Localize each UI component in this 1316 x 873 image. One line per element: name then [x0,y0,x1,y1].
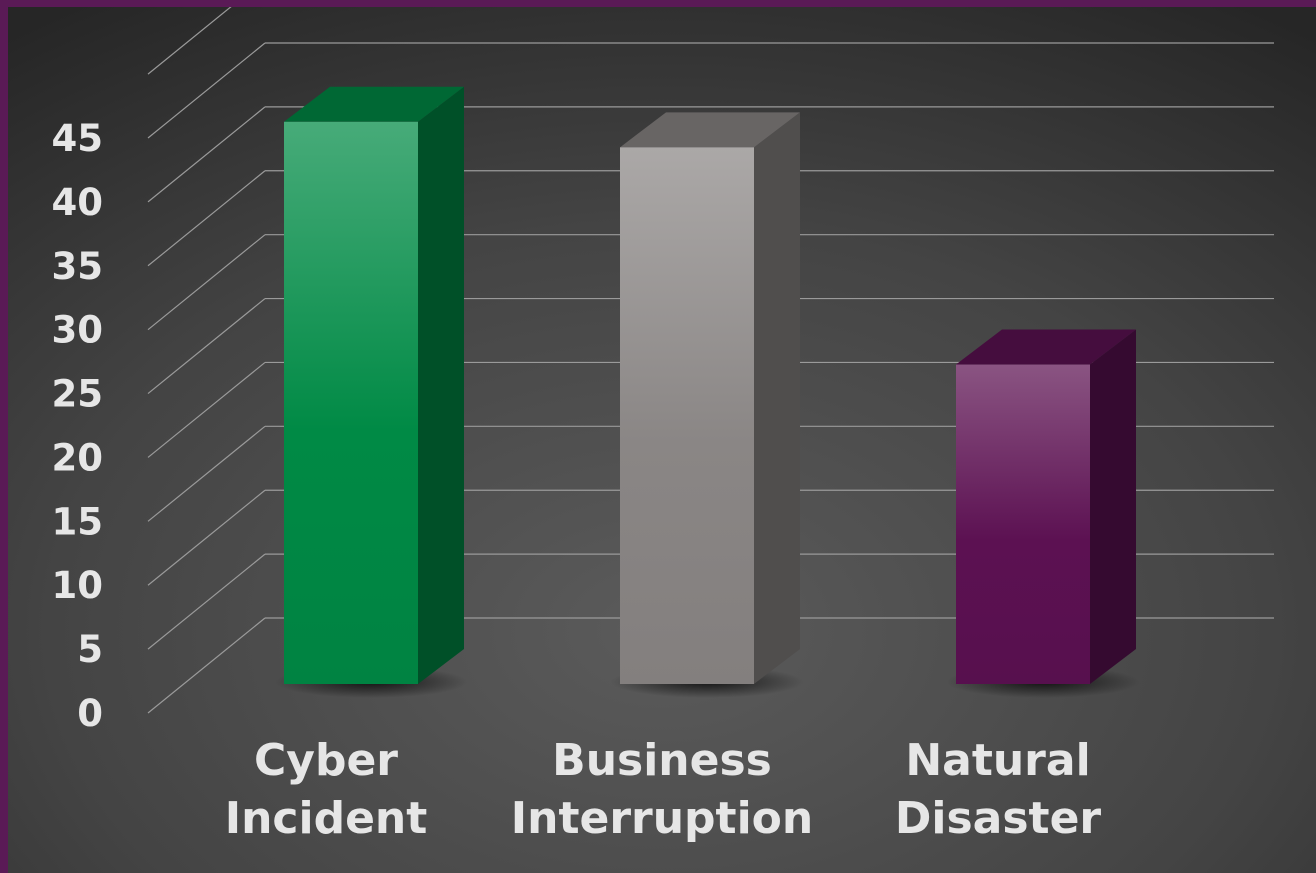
y-axis-ticks: 0 5 10 15 20 25 30 35 40 45 [52,117,104,735]
y-tick-label: 40 [52,181,104,224]
y-tick-label: 35 [52,245,104,288]
gridline-side [147,425,266,522]
y-tick-label: 15 [52,500,104,543]
bar-side [754,112,800,685]
bars [274,86,1140,698]
bar-top [620,112,800,148]
y-tick-label: 20 [52,436,104,479]
y-tick-label: 10 [52,564,104,607]
gridline-side [147,489,266,586]
gridline-side [147,234,266,331]
gridline-side [147,361,266,458]
gridline-side [147,106,266,203]
y-tick-label: 0 [77,692,103,735]
chart-area: 0 5 10 15 20 25 30 35 40 45 Cyber Incident Business… [8,7,1316,873]
bar [284,121,418,685]
category-label: Natural Disaster [895,735,1102,844]
gridline-side [147,42,266,139]
category-label: Cyber Incident [225,735,428,844]
bar-side [1090,329,1136,684]
y-tick-label: 45 [52,117,104,160]
bar [620,147,754,685]
y-tick-label: 5 [77,628,103,671]
gridline-side [147,617,266,714]
gridline-side [147,298,266,395]
gridline-side [147,170,266,267]
bar-top [956,329,1136,365]
category-label: Business Interruption [511,735,813,844]
bar-side [418,86,464,685]
bar-top [284,86,464,122]
bar-chart: 0 5 10 15 20 25 30 35 40 45 Cyber Incident Business… [8,7,1316,873]
gridline-side [147,553,266,650]
x-axis-labels: Cyber Incident Business Interruption Natural… [225,735,1102,844]
bar [956,364,1090,684]
y-tick-label: 30 [52,309,104,352]
gridline-side [147,7,232,75]
y-tick-label: 25 [52,373,104,416]
